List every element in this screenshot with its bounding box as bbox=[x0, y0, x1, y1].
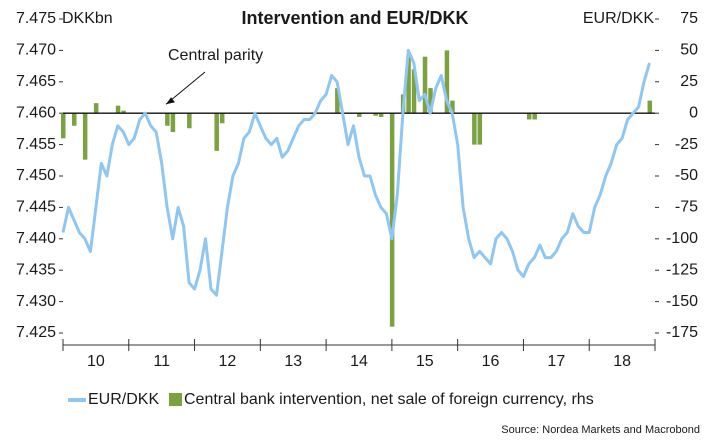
y2-tick-label: -175 bbox=[666, 324, 698, 341]
bar bbox=[115, 105, 121, 114]
bar bbox=[411, 69, 417, 114]
y2-axis-label: EUR/DKK bbox=[583, 10, 654, 27]
y2-tick-label: -125 bbox=[666, 261, 698, 278]
y2-tick-label: -50 bbox=[675, 167, 698, 184]
bar bbox=[532, 113, 537, 120]
bar bbox=[61, 113, 66, 139]
annotation-arrowhead bbox=[166, 97, 175, 105]
x-tick-label: 16 bbox=[482, 353, 500, 370]
y-tick-label: 7.425 bbox=[16, 324, 56, 341]
x-tick-label: 17 bbox=[547, 353, 565, 370]
y2-tick-label: -75 bbox=[675, 199, 698, 216]
y-tick-label: 7.475 bbox=[16, 10, 56, 27]
y2-tick-label: 50 bbox=[680, 42, 698, 59]
y-axis-label: DKKbn bbox=[62, 10, 113, 27]
bar bbox=[422, 56, 428, 114]
annotation: Central parity bbox=[168, 47, 263, 64]
chart-title: Intervention and EUR/DKK bbox=[241, 8, 468, 28]
bar bbox=[378, 113, 384, 117]
bar bbox=[170, 113, 176, 133]
y-tick-label: 7.465 bbox=[16, 73, 56, 90]
x-tick-label: 14 bbox=[350, 353, 368, 370]
y-tick-label: 7.470 bbox=[16, 42, 56, 59]
x-tick-label: 11 bbox=[153, 353, 170, 370]
annotation-arrow bbox=[165, 71, 206, 105]
y-tick-label: 7.455 bbox=[16, 136, 56, 153]
bar bbox=[526, 113, 532, 120]
bar bbox=[214, 113, 219, 151]
y2-tick-label: -150 bbox=[666, 293, 698, 310]
x-tick-label: 13 bbox=[284, 353, 302, 370]
y-tick-label: 7.435 bbox=[16, 261, 56, 278]
source: Source: Nordea Markets and Macrobond bbox=[501, 424, 700, 436]
bar bbox=[444, 50, 450, 114]
bar bbox=[335, 88, 340, 114]
x-tick-label: 10 bbox=[87, 353, 105, 370]
legend-label: Central bank intervention, net sale of f… bbox=[184, 391, 594, 408]
y2-tick-label: 75 bbox=[680, 10, 698, 27]
line bbox=[61, 48, 651, 297]
y-tick-label: 7.445 bbox=[16, 199, 56, 216]
y2-tick-label: -25 bbox=[675, 136, 698, 153]
x-tick-label: 15 bbox=[416, 353, 434, 370]
y-tick-label: 7.440 bbox=[16, 230, 56, 247]
bar bbox=[389, 113, 395, 327]
bar bbox=[373, 113, 378, 116]
x-tick-label: 18 bbox=[613, 353, 631, 370]
bar bbox=[82, 113, 88, 160]
bar bbox=[71, 113, 77, 126]
bar bbox=[472, 113, 477, 145]
bar bbox=[428, 88, 433, 114]
x-tick-label: 12 bbox=[219, 353, 237, 370]
bar bbox=[219, 113, 225, 124]
bar bbox=[165, 113, 170, 126]
bar bbox=[450, 100, 455, 114]
bar bbox=[357, 113, 362, 117]
y2-tick-label: -100 bbox=[666, 230, 698, 247]
y-tick-label: 7.450 bbox=[16, 167, 56, 184]
bar bbox=[406, 56, 411, 114]
bar bbox=[477, 113, 483, 145]
y-tick-label: 7.460 bbox=[16, 104, 56, 121]
y-tick-label: 7.430 bbox=[16, 293, 56, 310]
y2-tick-label: 0 bbox=[689, 104, 698, 121]
bar bbox=[121, 110, 126, 114]
legend-swatch bbox=[169, 393, 182, 406]
legend-label: EUR/DKK bbox=[88, 391, 159, 408]
y2-tick-label: 25 bbox=[680, 73, 698, 90]
bar bbox=[187, 113, 192, 129]
bar bbox=[93, 103, 99, 114]
bar bbox=[647, 100, 653, 114]
